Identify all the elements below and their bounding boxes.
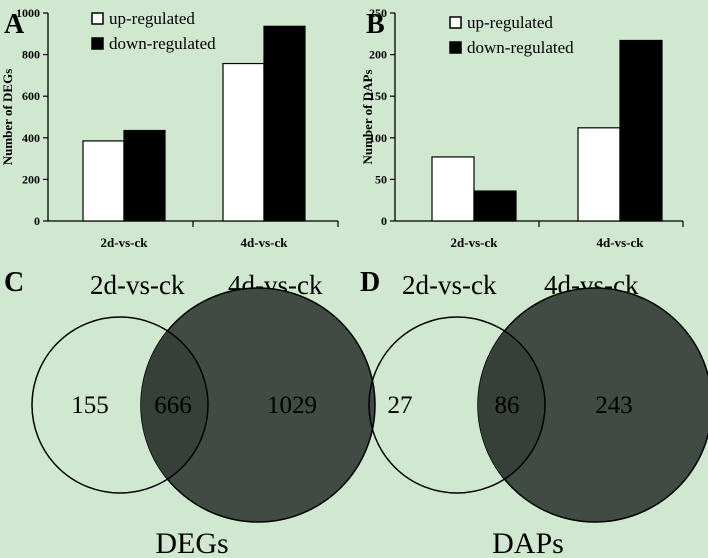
- venn-circle-left: [31, 316, 209, 494]
- venn-title: DAPs: [492, 527, 564, 558]
- venn-count-left-only: 155: [71, 392, 109, 419]
- bar-down-regulated: [473, 190, 517, 222]
- legend-swatch-down: [449, 41, 462, 54]
- bar-up-regulated: [577, 127, 621, 222]
- y-tick-label: 400: [22, 131, 40, 145]
- y-tick-label: 600: [22, 89, 40, 103]
- venn-set-left-label: 2d-vs-ck: [402, 270, 497, 300]
- y-tick-label: 800: [22, 48, 40, 62]
- venn-diagram-degs: 2d-vs-ck 4d-vs-ck 155 666 1029 DEGs: [31, 270, 376, 558]
- legend-label: up-regulated: [109, 9, 195, 28]
- bar-down-regulated: [123, 129, 166, 222]
- x-tick-label: 2d-vs-ck: [101, 235, 149, 250]
- y-tick-label: 200: [369, 48, 387, 62]
- venn-count-right-only: 1029: [267, 392, 317, 419]
- panel-label-c: C: [4, 267, 24, 298]
- venn-count-right-only: 243: [595, 392, 633, 419]
- legend-label: up-regulated: [467, 13, 553, 32]
- legend-swatch-up: [91, 12, 104, 25]
- legend-swatch-up: [449, 16, 462, 29]
- y-tick-label: 0: [381, 214, 387, 228]
- x-tick-label: 4d-vs-ck: [241, 235, 289, 250]
- bar-up-regulated: [431, 156, 475, 222]
- panel-label-d: D: [360, 267, 380, 298]
- legend-label: down-regulated: [109, 34, 216, 53]
- bar-chart-daps: 0 50 100 150 200 250 2d-vs-ck 4d-vs-ck Number of…: [360, 6, 684, 250]
- y-tick-label: 0: [34, 214, 40, 228]
- x-tick-label: 4d-vs-ck: [597, 235, 645, 250]
- venn-count-overlap: 666: [154, 392, 192, 419]
- venn-count-overlap: 86: [495, 392, 520, 419]
- venn-title: DEGs: [155, 527, 228, 558]
- x-tick-label: 2d-vs-ck: [451, 235, 499, 250]
- y-tick-label: 150: [369, 89, 387, 103]
- y-axis-label: Number of DAPs: [360, 69, 375, 164]
- venn-diagram-daps: 2d-vs-ck 4d-vs-ck 27 86 243 DAPs: [368, 270, 708, 558]
- bar-up-regulated: [82, 140, 125, 222]
- y-tick-label: 100: [369, 131, 387, 145]
- venn-count-left-only: 27: [388, 392, 413, 419]
- bar-chart-degs: 0 200 400 600 800 1000 2d-vs-ck 4d-vs-ck Number …: [0, 6, 339, 250]
- legend-label: down-regulated: [467, 38, 574, 57]
- panel-label-b: B: [366, 9, 385, 40]
- legend-swatch-down: [91, 37, 104, 50]
- bar-up-regulated: [222, 62, 265, 222]
- bar-down-regulated: [263, 25, 306, 222]
- y-tick-label: 200: [22, 172, 40, 186]
- bar-down-regulated: [619, 39, 663, 222]
- y-tick-label: 50: [375, 172, 387, 186]
- y-tick-label: 250: [369, 6, 387, 20]
- panel-label-a: A: [4, 9, 25, 40]
- venn-set-left-label: 2d-vs-ck: [90, 270, 185, 300]
- y-tick-label: 1000: [16, 6, 40, 20]
- y-axis-label: Number of DEGs: [0, 69, 15, 166]
- venn-circle-left: [368, 316, 546, 494]
